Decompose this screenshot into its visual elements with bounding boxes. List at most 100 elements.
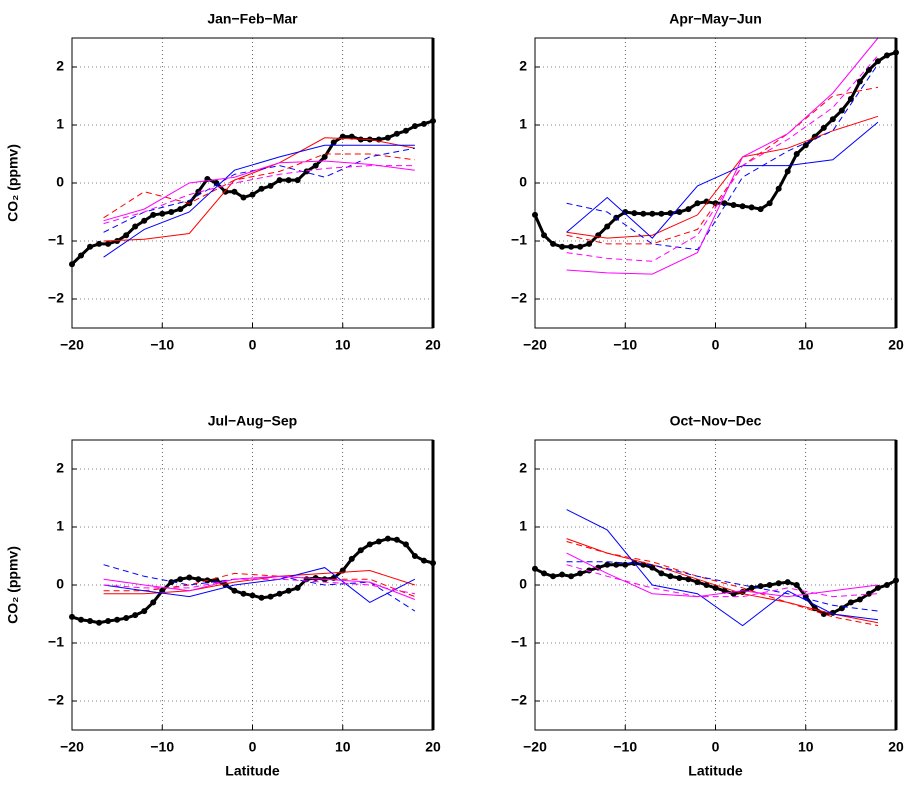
data-point [550, 573, 557, 580]
data-point [132, 612, 139, 619]
x-tick-label: −20 [60, 337, 84, 353]
x-tick-label: 20 [425, 337, 441, 353]
data-point [240, 194, 247, 201]
data-point [748, 204, 755, 211]
data-point [285, 587, 292, 594]
x-tick-label: 10 [335, 337, 351, 353]
data-point [411, 553, 418, 559]
data-point [865, 66, 872, 73]
data-point [87, 617, 94, 624]
data-point [712, 584, 719, 591]
data-point [258, 185, 265, 192]
data-point [285, 177, 292, 184]
data-point [604, 561, 611, 568]
y-tick-label: 2 [519, 58, 527, 74]
data-point [78, 616, 85, 623]
data-point [411, 123, 418, 130]
data-point [249, 191, 256, 198]
data-point [96, 240, 103, 247]
data-point [658, 210, 665, 217]
data-point [177, 576, 184, 583]
y-tick-label: −2 [511, 290, 527, 306]
data-point [568, 243, 575, 250]
y-tick-label: −1 [511, 634, 527, 650]
data-point [312, 575, 319, 582]
data-point [739, 203, 746, 210]
data-point [105, 240, 112, 247]
x-tick-label: −10 [150, 739, 174, 755]
data-point [784, 168, 791, 175]
data-point [784, 579, 791, 586]
data-point [384, 535, 391, 542]
data-point [559, 571, 566, 578]
y-tick-label: 0 [56, 576, 64, 592]
series-line [103, 147, 415, 233]
data-point [258, 594, 265, 601]
data-point [321, 153, 328, 160]
y-tick-label: 1 [56, 116, 64, 132]
data-point [96, 619, 103, 626]
data-point [856, 78, 863, 85]
data-point [123, 232, 130, 239]
x-tick-label: 10 [798, 337, 814, 353]
subplot-title: Apr−May−Jun [669, 11, 762, 27]
data-point [294, 177, 301, 184]
data-point [213, 180, 220, 186]
data-point [550, 240, 557, 247]
data-point [114, 616, 121, 623]
data-point [577, 243, 584, 250]
y-tick-label: −2 [48, 692, 64, 708]
subplot-title: Oct−Nov−Dec [670, 413, 762, 429]
data-point [775, 185, 782, 192]
data-point [384, 134, 391, 141]
data-point [348, 133, 355, 140]
data-point [865, 590, 872, 597]
data-point [393, 536, 400, 543]
y-tick-label: −2 [511, 692, 527, 708]
x-tick-label: −10 [150, 337, 174, 353]
data-point [541, 570, 548, 577]
data-point [883, 582, 890, 588]
data-point [195, 576, 202, 583]
data-point [757, 583, 764, 590]
data-point [105, 617, 112, 624]
series-line [103, 564, 416, 612]
y-tick-label: −1 [48, 232, 64, 248]
y-tick-label: 2 [56, 58, 64, 74]
data-point [114, 238, 121, 244]
series-line [103, 137, 415, 242]
data-point [685, 206, 692, 213]
data-point [276, 590, 283, 597]
data-point [87, 243, 94, 250]
x-axis-label: Latitude [688, 763, 743, 779]
y-tick-label: 1 [56, 518, 64, 534]
series-line [566, 63, 879, 251]
x-tick-label: 10 [335, 739, 351, 755]
series-line [566, 37, 879, 275]
data-point [267, 182, 274, 189]
data-point [375, 538, 382, 545]
y-tick-label: −2 [48, 290, 64, 306]
data-point [402, 127, 409, 134]
data-point [658, 570, 665, 577]
series-line [566, 561, 879, 612]
y-tick-label: 0 [519, 174, 527, 190]
data-point [883, 52, 890, 59]
data-point [721, 200, 728, 207]
y-axis-label: CO₂ (ppmv) [5, 546, 21, 624]
data-point [694, 579, 701, 586]
series-line [566, 86, 879, 245]
data-point [838, 605, 845, 612]
series-line [566, 564, 879, 598]
data-point [357, 547, 364, 554]
data-point [730, 202, 737, 209]
data-point [685, 576, 692, 583]
data-point [150, 211, 157, 218]
data-point [541, 232, 548, 239]
x-tick-label: −10 [613, 739, 637, 755]
data-point [330, 139, 337, 146]
data-point [694, 200, 701, 207]
x-tick-label: 0 [712, 739, 720, 755]
data-point [159, 210, 166, 217]
